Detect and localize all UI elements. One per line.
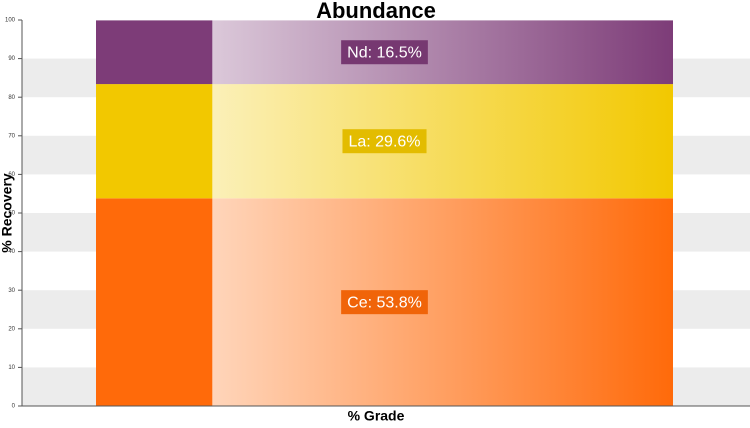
y-tick-label: 20 [8, 326, 15, 332]
data-label-box [342, 129, 427, 154]
y-tick-label: 60 [8, 172, 15, 178]
data-label: Nd: 16.5% [347, 44, 422, 61]
y-tick-label: 0 [12, 404, 16, 410]
y-tick-label: 80 [8, 95, 15, 101]
y-tick-label: 70 [8, 133, 15, 139]
data-label: Ce: 53.8% [347, 294, 422, 311]
data-label-box [341, 290, 428, 315]
y-tick-label: 50 [8, 211, 15, 217]
chart-title: Abundance [316, 0, 436, 23]
data-label: La: 29.6% [348, 133, 420, 150]
y-tick-label: 100 [5, 18, 16, 24]
y-tick-label: 40 [8, 249, 15, 255]
y-tick-label: 10 [8, 365, 15, 371]
data-label-box [341, 40, 428, 65]
y-tick-label: 90 [8, 56, 15, 62]
x-axis-label: % Grade [348, 408, 405, 424]
y-axis-label: % Recovery [0, 173, 15, 253]
y-tick-label: 30 [8, 288, 15, 294]
